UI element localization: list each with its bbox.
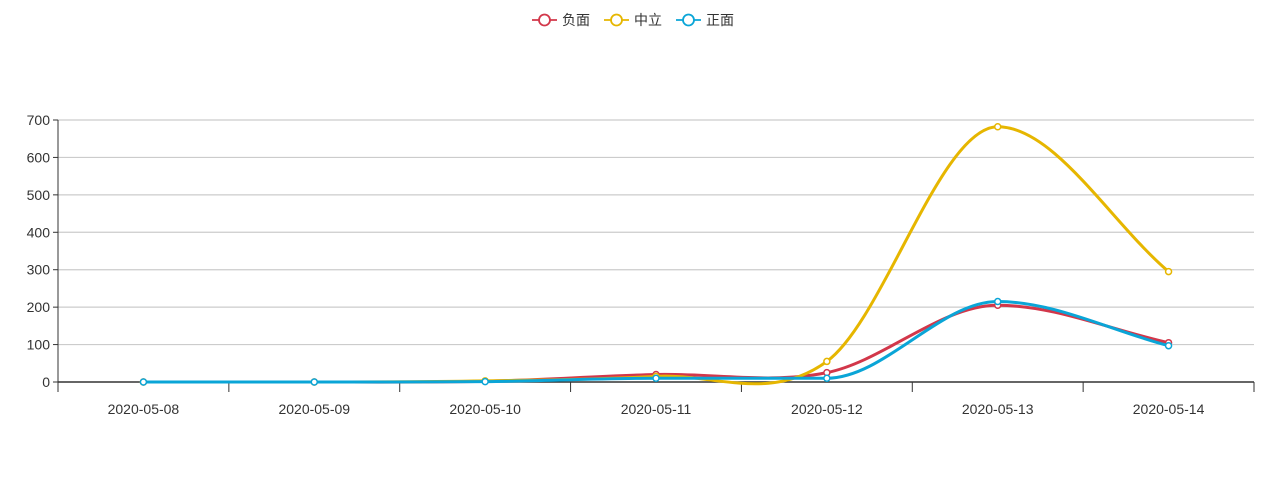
data-point[interactable] bbox=[823, 374, 831, 383]
y-tick-label: 500 bbox=[27, 187, 51, 203]
y-tick-label: 200 bbox=[27, 299, 51, 315]
data-point[interactable] bbox=[993, 297, 1002, 306]
y-tick-label: 100 bbox=[27, 337, 51, 353]
legend-marker-icon bbox=[610, 13, 623, 27]
x-tick-label: 2020-05-09 bbox=[278, 401, 350, 417]
x-tick-label: 2020-05-10 bbox=[449, 401, 521, 417]
x-tick-label: 2020-05-13 bbox=[962, 401, 1034, 417]
x-tick-label: 2020-05-11 bbox=[621, 401, 692, 417]
data-point[interactable] bbox=[481, 377, 489, 386]
legend-label: 中立 bbox=[634, 12, 662, 28]
grid-lines bbox=[58, 119, 1254, 346]
x-tick-label: 2020-05-14 bbox=[1133, 401, 1205, 417]
y-axis: 0 100 200 300 400 500 600 700 bbox=[27, 112, 59, 390]
legend-marker-icon bbox=[682, 13, 695, 27]
series-2[interactable] bbox=[139, 122, 1173, 386]
y-tick-label: 600 bbox=[27, 149, 51, 165]
legend-label: 正面 bbox=[706, 12, 734, 28]
data-point[interactable] bbox=[1164, 341, 1173, 350]
x-tick-label: 2020-05-08 bbox=[108, 401, 180, 417]
legend-marker-icon bbox=[538, 13, 551, 27]
data-point[interactable] bbox=[652, 374, 660, 383]
legend[interactable]: 负面 中立 正面 bbox=[532, 12, 734, 28]
data-point[interactable] bbox=[823, 357, 831, 366]
data-point[interactable] bbox=[310, 378, 319, 386]
y-tick-label: 300 bbox=[27, 262, 51, 278]
y-tick-label: 400 bbox=[27, 224, 51, 240]
series-3[interactable] bbox=[139, 297, 1173, 386]
legend-item[interactable]: 正面 bbox=[676, 12, 734, 28]
y-tick-label: 700 bbox=[27, 112, 51, 128]
x-tick-label: 2020-05-12 bbox=[791, 401, 863, 417]
series-1[interactable] bbox=[139, 301, 1173, 386]
data-point[interactable] bbox=[1164, 267, 1173, 276]
x-axis: 2020-05-08 2020-05-09 2020-05-10 2020-05-11… bbox=[57, 381, 1255, 417]
data-point[interactable] bbox=[139, 378, 148, 386]
legend-item[interactable]: 负面 bbox=[532, 12, 590, 28]
y-tick-label: 0 bbox=[42, 374, 50, 390]
legend-item[interactable]: 中立 bbox=[604, 12, 662, 28]
series-line[interactable] bbox=[143, 125, 1170, 386]
series-lines bbox=[139, 122, 1173, 386]
series-line[interactable] bbox=[143, 300, 1169, 384]
data-point[interactable] bbox=[993, 122, 1002, 131]
series-line[interactable] bbox=[143, 303, 1169, 384]
legend-label: 负面 bbox=[562, 12, 590, 28]
